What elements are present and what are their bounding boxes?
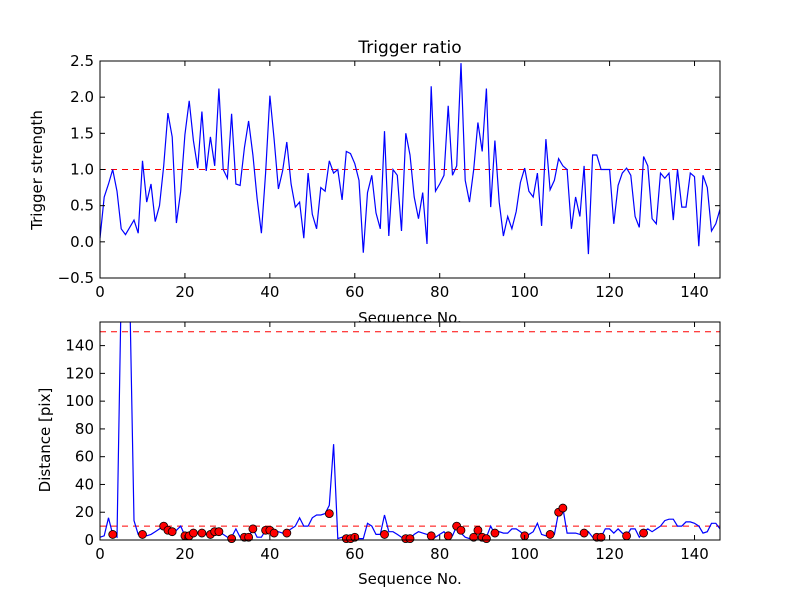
x-tick-label: 120 — [595, 545, 624, 563]
flagged-point — [473, 525, 483, 535]
flagged-point — [622, 531, 631, 541]
x-tick-label: 60 — [345, 545, 364, 563]
trigger-ratio-chart: Trigger ratio Sequence No. Trigger stren… — [28, 38, 721, 327]
flagged-point — [324, 509, 334, 519]
marker-layer — [108, 503, 648, 544]
x-tick-label: 20 — [175, 283, 194, 301]
flagged-point — [558, 503, 568, 513]
x-tick-label: 40 — [260, 545, 279, 563]
y-tick-label: 20 — [75, 503, 94, 521]
flagged-point — [248, 524, 258, 534]
y-tick-label: 120 — [65, 364, 94, 382]
flagged-point — [490, 528, 500, 538]
y-tick-label: 1.5 — [70, 124, 94, 142]
flagged-point — [282, 528, 292, 538]
flagged-point — [469, 532, 479, 542]
x-tick-label: 100 — [510, 283, 539, 301]
tick-layer: 0 20 40 60 80 100 120 140 −0.5 0.0 0.5 1.0 1.5 2.0 2.5 — [58, 52, 720, 301]
x-axis-label: Sequence No. — [358, 570, 462, 588]
flagged-point — [227, 534, 237, 544]
x-tick-label: 80 — [430, 283, 449, 301]
flagged-point — [456, 525, 466, 535]
x-tick-label: 20 — [175, 545, 194, 563]
y-tick-label: 80 — [75, 420, 94, 438]
flagged-point — [443, 531, 453, 541]
flagged-point — [426, 531, 436, 541]
y-tick-label: 0.5 — [70, 197, 94, 215]
y-tick-label: 140 — [65, 337, 94, 355]
line-layer — [99, 63, 721, 255]
y-axis-label: Distance [pix] — [36, 388, 54, 493]
tick-layer: 0 20 40 60 80 100 120 140 0 20 40 60 80 100 120 140 — [65, 322, 720, 563]
x-tick-label: 120 — [595, 283, 624, 301]
flagged-point — [596, 532, 606, 542]
flagged-point — [108, 530, 118, 539]
y-tick-label: 100 — [65, 392, 94, 410]
x-tick-label: 0 — [95, 545, 105, 563]
y-axis-label: Trigger strength — [28, 110, 46, 231]
flagged-point — [189, 528, 198, 538]
flagged-point — [138, 530, 147, 539]
flagged-point — [214, 527, 224, 537]
x-tick-label: 140 — [680, 283, 709, 301]
x-tick-label: 140 — [680, 545, 709, 563]
flagged-point — [482, 534, 491, 544]
y-tick-label: −0.5 — [58, 269, 94, 287]
distance-chart: Sequence No. Distance [pix] 0 20 40 60 80 100… — [36, 321, 721, 588]
y-tick-label: 1.0 — [70, 161, 94, 179]
flagged-point — [579, 528, 589, 538]
x-tick-label: 60 — [345, 283, 364, 301]
y-tick-label: 60 — [75, 448, 94, 466]
series-line — [99, 63, 721, 255]
y-tick-label: 2.5 — [70, 52, 94, 70]
y-tick-label: 2.0 — [70, 88, 94, 106]
threshold-layer — [100, 331, 720, 527]
flagged-point — [545, 530, 555, 539]
x-tick-label: 100 — [510, 545, 539, 563]
x-tick-label: 80 — [430, 545, 449, 563]
flagged-point — [269, 528, 279, 538]
flagged-point — [380, 530, 389, 539]
flagged-point — [405, 534, 415, 544]
x-tick-label: 0 — [95, 283, 105, 301]
flagged-point — [167, 527, 177, 537]
y-tick-label: 0.0 — [70, 233, 94, 251]
y-tick-label: 40 — [75, 475, 94, 493]
flagged-point — [244, 532, 254, 542]
flagged-point — [197, 528, 207, 538]
y-tick-label: 0 — [84, 531, 94, 549]
flagged-point — [639, 528, 648, 538]
x-tick-label: 40 — [260, 283, 279, 301]
chart-title: Trigger ratio — [357, 38, 461, 58]
